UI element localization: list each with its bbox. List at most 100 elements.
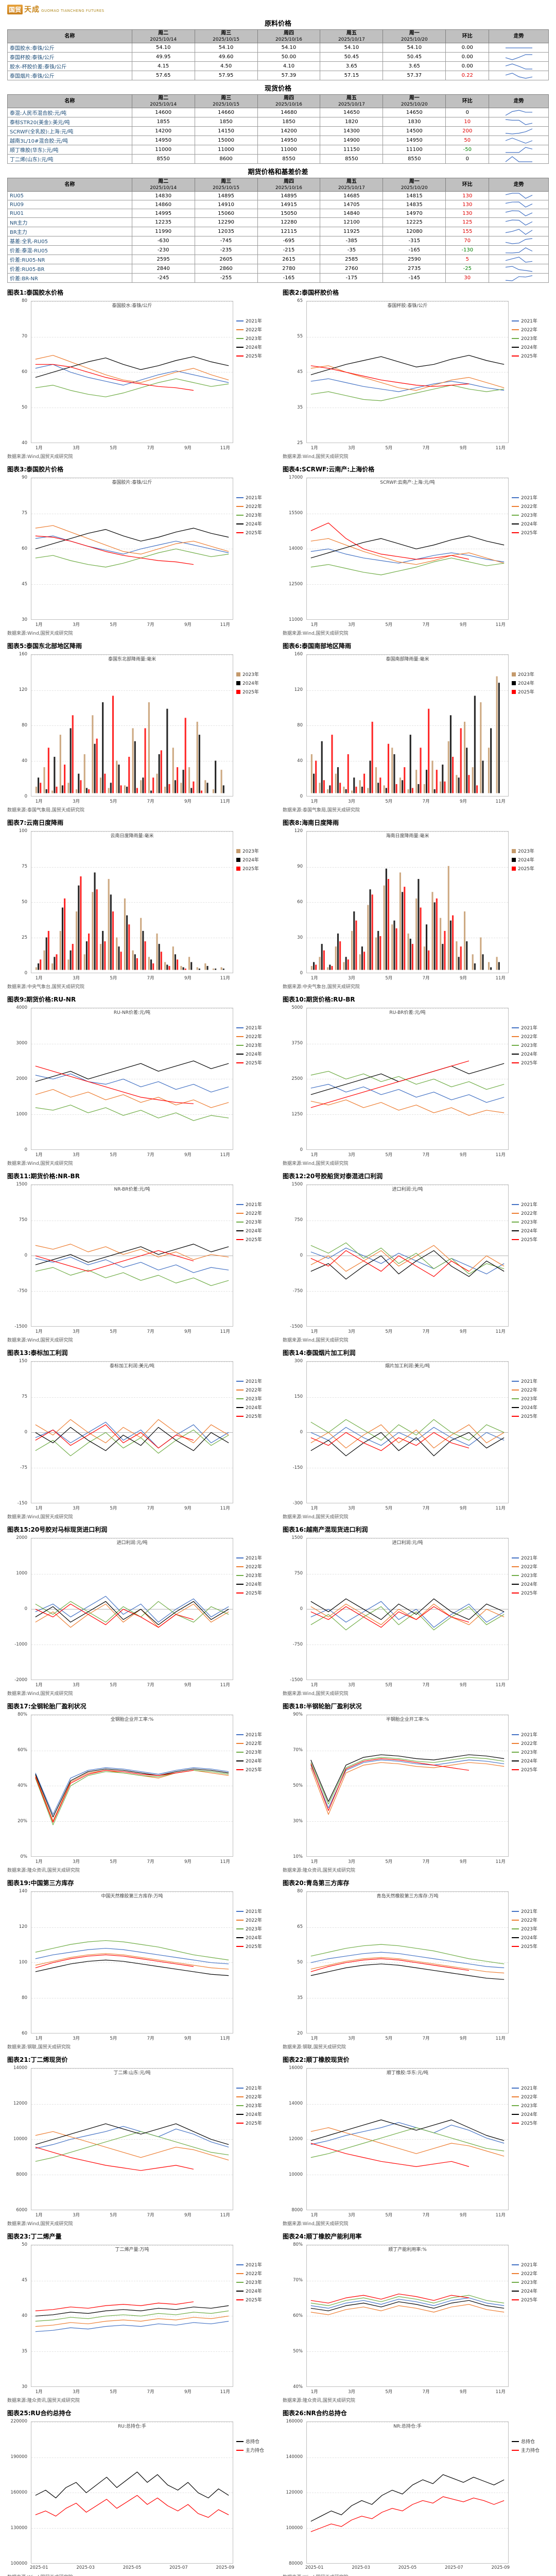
- legend-label: 2024年: [246, 1582, 262, 1587]
- x-tick-label: 5月: [385, 2036, 393, 2041]
- legend-label: 2024年: [518, 858, 534, 863]
- price-value: 11100: [383, 145, 446, 155]
- chart-axis-area: 14000 12000 10000 8000 6000 丁二烯:山东:元/吨 1月 3月 5…: [7, 2065, 236, 2219]
- x-tick-label: 2025-03: [76, 2565, 95, 2570]
- price-value: 11150: [320, 145, 384, 155]
- price-value: 4.10: [257, 61, 321, 71]
- x-tick-label: 11月: [220, 2213, 230, 2218]
- y-tick-label: 20%: [18, 1819, 27, 1824]
- line-series-svg: [31, 1362, 233, 1503]
- x-tick-label: 7月: [147, 1506, 154, 1511]
- legend-label: 2023年: [518, 672, 534, 677]
- gridline: [307, 867, 508, 868]
- chart-axis-area: 140 120 100 80 60 中国天然橡胶第三方库存:万吨 1月 3月 5月 7月 9月 1…: [7, 1888, 236, 2043]
- legend-swatch-icon: [512, 1027, 519, 1028]
- row-name: RU09: [7, 200, 132, 209]
- logo-wordmark: 天成: [24, 6, 40, 14]
- trend-cell: [489, 209, 549, 218]
- gridline: [307, 2386, 508, 2387]
- price-value: -230: [131, 245, 195, 255]
- chart-inner-title: 进口利润:元/吨: [392, 1540, 423, 1546]
- y-tick-label: 100000: [286, 2526, 303, 2531]
- trend-sparkline: [505, 72, 532, 79]
- x-tick-label: 3月: [348, 2036, 355, 2041]
- legend-swatch-icon: [236, 1945, 244, 1947]
- y-tick-label: 1000: [16, 1112, 27, 1117]
- trend-sparkline: [505, 247, 532, 253]
- x-tick-label: 9月: [184, 1329, 192, 1334]
- table-row: RU01 14995 15060 15050 14840 14970 130: [7, 209, 549, 218]
- price-value: 12080: [383, 227, 446, 236]
- gridline: [31, 1927, 233, 1928]
- chart-box: 1500 750 0 -750 -1500 进口利润:元/吨 1月 3月 5月 7月 9月 11月…: [283, 1181, 549, 1336]
- x-tick-label: 3月: [348, 1506, 355, 1511]
- gridline: [31, 867, 233, 868]
- legend-swatch-icon: [236, 1592, 244, 1594]
- chart-source-note: 数据来源:Wind,国贸天成研究院: [283, 2573, 549, 2576]
- legend-swatch-icon: [512, 1566, 519, 1567]
- trend-sparkline: [505, 156, 532, 162]
- chart-title: 图表25:RU合约总持仓: [7, 2410, 72, 2417]
- chart-plot-area: 丁二烯:山东:元/吨: [31, 2068, 233, 2210]
- chart-source-note: 数据来源:中央气象台,国贸天成研究院: [283, 985, 360, 990]
- legend-item: 2024年: [512, 344, 549, 350]
- chart-x-axis-labels: 1月 3月 5月 7月 9月 11月: [306, 2035, 509, 2042]
- legend-label: 2023年: [521, 1043, 537, 1048]
- chart-source-note: 数据来源:隆众资讯,国贸天成研究院: [7, 2398, 80, 2403]
- chart-x-axis-labels: 1月 3月 5月 7月 9月 11月: [31, 2035, 233, 2042]
- x-tick-label: 11月: [495, 799, 506, 804]
- x-tick-label: 9月: [459, 446, 467, 451]
- y-tick-label: 160000: [286, 2419, 303, 2424]
- legend-swatch-icon: [512, 1592, 519, 1594]
- x-tick-label: 7月: [147, 2213, 154, 2218]
- price-value: 2780: [257, 264, 321, 274]
- price-value: 11000: [194, 145, 258, 155]
- price-value: -175: [320, 273, 384, 283]
- chart-plot-area: 进口利润:元/吨: [306, 1184, 509, 1327]
- y-tick-label: 0: [300, 1430, 303, 1435]
- legend-swatch-icon: [236, 1583, 244, 1585]
- chart-source-note: 数据来源:Wind,国贸天成研究院: [283, 1515, 349, 1520]
- y-tick-label: 40: [22, 758, 27, 764]
- chart-title: 图表16:越南产混现货进口利润: [283, 1526, 368, 1533]
- legend-swatch-icon: [512, 1212, 519, 1214]
- y-tick-label: -2000: [14, 1677, 27, 1683]
- chart-x-axis-labels: 2025-01 2025-03 2025-05 2025-07 2025-09: [305, 2565, 510, 2572]
- legend-item: 2022年: [236, 2270, 273, 2277]
- legend-swatch-icon: [512, 1389, 519, 1391]
- gridline: [31, 725, 233, 726]
- chart-plot-area: RU-NR价差:元/吨: [31, 1008, 233, 1150]
- table-section-raw: 原料价格 名称 周二 2025/10/14 周三 2025/10/15 周四 2025/10…: [7, 18, 549, 80]
- chart-axis-area: 100 75 50 25 0 云南日度降雨量:毫米 1月 3月 5月 7月 9月 11月: [7, 828, 236, 982]
- legend-label: 2025年: [246, 1414, 262, 1419]
- y-tick-label: 8000: [291, 2208, 303, 2213]
- chart-legend: 2021年 2022年 2023年 2024年 2025年: [512, 1181, 549, 1336]
- y-tick-label: 120: [294, 687, 303, 692]
- x-tick-label: 7月: [422, 1859, 430, 1865]
- legend-swatch-icon: [512, 1734, 519, 1735]
- legend-item: 2024年: [512, 1757, 549, 1764]
- legend-item: 2021年: [236, 1554, 273, 1561]
- line-series-svg: [307, 1715, 508, 1856]
- chart-legend: 2021年 2022年 2023年 2024年 2025年: [236, 1181, 273, 1336]
- legend-swatch-icon: [236, 1751, 244, 1753]
- legend-label: 2023年: [521, 1573, 537, 1579]
- legend-item: 2023年: [512, 2102, 549, 2109]
- y-tick-label: 80000: [288, 2561, 303, 2566]
- y-tick-label: -1000: [14, 1642, 27, 1647]
- x-tick-label: 11月: [220, 1506, 230, 1511]
- chart-y-axis-labels: 14000 12000 10000 8000 6000: [7, 2065, 29, 2213]
- y-tick-label: 30: [22, 2384, 27, 2389]
- chart-inner-title: 泰国胶片:泰铢/公斤: [112, 480, 152, 485]
- legend-label: 2023年: [246, 2104, 262, 2109]
- legend-label: 2021年: [246, 2263, 262, 2268]
- x-tick-label: 5月: [110, 1506, 117, 1511]
- chart-panel: 图表17:全钢轮胎厂盈利状况 80% 60% 40% 20% 0% 全钢胎企业开工率:%…: [7, 1701, 273, 1873]
- chart-source-note: 数据来源:Wind,国贸天成研究院: [283, 1161, 349, 1166]
- chart-panel: 图表1:泰国胶水价格 80 70 60 50 40 泰国胶水:泰铢/公斤 1月 3月 5月 7…: [7, 287, 273, 460]
- y-tick-label: -750: [292, 1642, 303, 1647]
- line-series-svg: [307, 1362, 508, 1503]
- legend-item: 2025年: [512, 1059, 549, 1066]
- table-row: 顺丁橡胶(华东):元/吨 11000 11000 11000 11150 11100 -50: [7, 145, 549, 155]
- chart-panel: 图表18:半钢轮胎厂盈利状况 90% 70% 50% 30% 10% 半钢胎企业开工率:…: [283, 1701, 549, 1873]
